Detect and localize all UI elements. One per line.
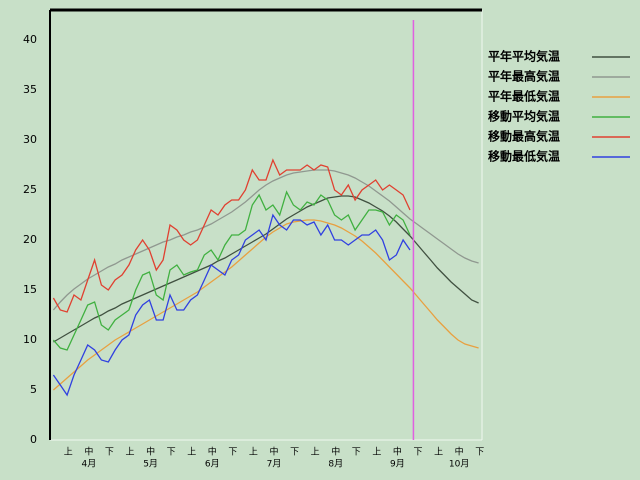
legend-label: 平年最低気温	[488, 89, 560, 104]
legend-label: 平年最高気温	[488, 69, 560, 84]
month-label: 8月	[328, 459, 343, 470]
series-line	[53, 195, 479, 343]
series-line	[52, 158, 411, 313]
x-tick-label: 上	[434, 447, 443, 458]
month-label: 7月	[267, 459, 282, 470]
x-tick-label: 中	[84, 446, 93, 458]
x-tick-label: 下	[290, 448, 299, 458]
x-tick-label: 上	[125, 447, 134, 458]
y-tick-label: 20	[23, 233, 37, 246]
y-tick-label: 40	[23, 33, 37, 46]
x-tick-label: 中	[393, 446, 402, 458]
x-tick-label: 中	[455, 446, 464, 458]
month-label: 4月	[81, 459, 96, 470]
x-tick-label: 上	[64, 447, 73, 458]
month-label: 5月	[143, 459, 158, 470]
y-tick-label: 10	[23, 333, 37, 346]
y-tick-label: 25	[23, 183, 37, 196]
series-line	[52, 213, 411, 397]
x-tick-label: 中	[208, 446, 217, 458]
legend-label: 移動平均気温	[488, 109, 560, 124]
series-line	[52, 169, 479, 311]
legend-label: 移動最高気温	[488, 129, 560, 144]
x-tick-label: 上	[372, 447, 381, 458]
x-tick-label: 上	[311, 447, 320, 458]
x-tick-label: 下	[228, 448, 237, 458]
x-tick-label: 下	[167, 448, 176, 458]
x-tick-label: 下	[475, 448, 484, 458]
x-tick-label: 上	[249, 447, 258, 458]
month-label: 9月	[390, 459, 405, 470]
month-label: 10月	[449, 459, 469, 470]
x-tick-label: 下	[413, 448, 422, 458]
legend-label: 移動最低気温	[488, 149, 560, 164]
legend-label: 平年平均気温	[488, 49, 560, 64]
y-tick-label: 5	[30, 383, 37, 396]
y-tick-label: 0	[30, 433, 37, 446]
x-tick-label: 中	[146, 446, 155, 458]
y-tick-label: 30	[23, 133, 37, 146]
y-tick-label: 15	[23, 283, 37, 296]
x-tick-label: 中	[269, 446, 278, 458]
series-line	[52, 190, 411, 351]
month-label: 6月	[205, 459, 220, 470]
x-tick-label: 下	[352, 448, 361, 458]
x-tick-label: 上	[187, 447, 196, 458]
x-tick-label: 下	[105, 448, 114, 458]
x-tick-label: 中	[331, 446, 340, 458]
y-tick-label: 35	[23, 83, 37, 96]
series-line	[52, 219, 479, 391]
